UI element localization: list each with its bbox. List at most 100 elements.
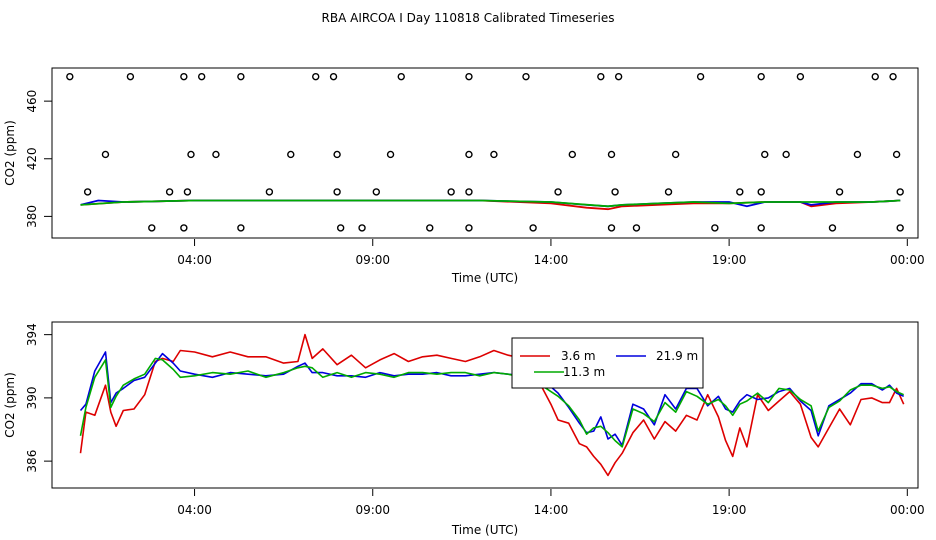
calibration-point [554, 188, 562, 196]
calibration-point [607, 150, 616, 159]
bottom-x-tick-label: 19:00 [712, 503, 747, 517]
calibration-point [372, 188, 381, 196]
calibration-point [165, 188, 174, 196]
calibration-point [237, 72, 245, 81]
calibration-point [614, 72, 623, 81]
bottom-series-line-3-6-m [79, 333, 905, 477]
top-plot-frame [51, 67, 919, 239]
top-y-axis-title: CO2 (ppm) [3, 120, 17, 186]
calibration-point [180, 224, 188, 232]
calibration-point [529, 224, 537, 232]
calibration-point [148, 224, 156, 232]
calibration-point [183, 188, 192, 196]
calibration-point [761, 150, 769, 159]
legend-label-3-6m: 3.6 m [561, 349, 596, 363]
calibration-point [607, 224, 616, 232]
calibration-point [632, 224, 641, 232]
bottom-x-tick-label: 14:00 [534, 503, 569, 517]
bottom-series-group [79, 333, 905, 477]
calibration-point [664, 188, 673, 196]
calibration-point [101, 150, 110, 159]
calibration-point [312, 72, 320, 81]
calibration-point [465, 72, 473, 81]
calibration-point [896, 188, 904, 196]
calibration-point [386, 150, 395, 159]
calibration-point [180, 72, 188, 81]
calibration-point [853, 150, 862, 159]
top-y-tick-label: 380 [25, 205, 39, 228]
calibration-point [237, 224, 245, 232]
calibration-point [671, 150, 680, 159]
calibration-point [522, 72, 530, 81]
calibration-point [892, 150, 901, 159]
calibration-point [447, 188, 455, 196]
top-panel: 04:00 09:00 14:00 19:00 00:00 380 420 460 Time… [3, 67, 925, 285]
calibration-point [358, 224, 366, 232]
calibration-point [287, 150, 295, 159]
calibration-point [757, 188, 765, 196]
calibration-point [611, 188, 619, 196]
calibration-point [336, 224, 345, 232]
calibration-point [333, 188, 341, 196]
top-points-group [66, 72, 904, 232]
calibration-point [212, 150, 220, 159]
bottom-x-tick-label: 00:00 [890, 503, 925, 517]
calibration-point [828, 224, 837, 232]
top-y-ticks-group: 380 420 460 [25, 90, 52, 228]
calibration-point [490, 150, 498, 159]
bottom-plot-frame [51, 321, 919, 489]
bottom-y-tick-label: 386 [25, 450, 39, 473]
top-series-group [80, 199, 901, 211]
bottom-x-tick-label: 04:00 [177, 503, 212, 517]
top-y-tick-label: 460 [25, 90, 39, 113]
calibration-point [835, 188, 844, 196]
top-x-axis-title: Time (UTC) [451, 271, 518, 285]
calibration-point [896, 224, 904, 232]
calibration-point [333, 150, 341, 159]
legend-label-11-3m: 11.3 m [563, 365, 605, 379]
calibration-point [696, 72, 705, 81]
top-x-tick-label: 19:00 [712, 253, 747, 267]
calibration-point [465, 150, 473, 159]
top-x-ticks-group: 04:00 09:00 14:00 19:00 00:00 [177, 239, 925, 267]
calibration-point [736, 188, 744, 196]
calibration-point [465, 224, 473, 232]
calibration-point [568, 150, 577, 159]
calibration-point [126, 72, 135, 81]
bottom-y-axis-title: CO2 (ppm) [3, 372, 17, 438]
calibration-point [397, 72, 405, 81]
calibration-point [197, 72, 206, 81]
top-x-tick-label: 14:00 [534, 253, 569, 267]
bottom-y-ticks-group: 386 390 394 [25, 323, 52, 473]
calibration-point [329, 72, 338, 81]
bottom-series-line-11-3-m [79, 357, 905, 448]
top-x-tick-label: 00:00 [890, 253, 925, 267]
bottom-x-ticks-group: 04:00 09:00 14:00 19:00 00:00 [177, 489, 925, 517]
calibration-point [782, 150, 790, 159]
calibration-point [757, 224, 765, 232]
bottom-y-tick-label: 390 [25, 386, 39, 409]
bottom-x-tick-label: 09:00 [355, 503, 390, 517]
calibration-point [711, 224, 719, 232]
calibration-point [796, 72, 805, 81]
bottom-x-axis-title: Time (UTC) [451, 523, 518, 537]
calibration-point [757, 72, 765, 81]
calibration-point [597, 72, 605, 81]
legend-box [511, 337, 704, 389]
top-series-line-11-3-m [80, 199, 901, 208]
top-y-tick-label: 420 [25, 147, 39, 170]
legend-label-21-9m: 21.9 m [656, 349, 698, 363]
top-x-tick-label: 04:00 [177, 253, 212, 267]
top-x-tick-label: 09:00 [355, 253, 390, 267]
calibration-point [426, 224, 434, 232]
calibration-point [66, 72, 74, 81]
legend: 3.6 m 21.9 m 11.3 m [511, 337, 704, 389]
calibration-point [871, 72, 879, 81]
calibration-point [465, 188, 473, 196]
bottom-series-line-21-9-m [79, 351, 905, 447]
calibration-point [83, 188, 92, 196]
bottom-panel: 04:00 09:00 14:00 19:00 00:00 386 390 394 Time… [3, 321, 925, 537]
calibration-point [187, 150, 195, 159]
bottom-y-tick-label: 394 [25, 323, 39, 346]
